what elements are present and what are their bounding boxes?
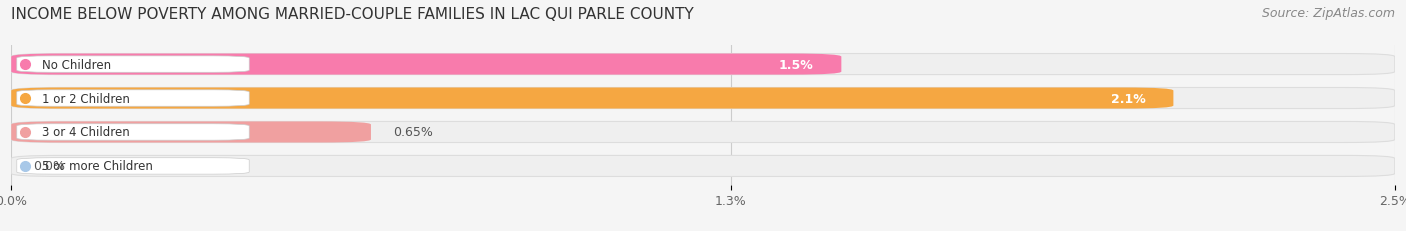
FancyBboxPatch shape — [11, 88, 1395, 109]
Text: 2.1%: 2.1% — [1111, 92, 1146, 105]
Text: INCOME BELOW POVERTY AMONG MARRIED-COUPLE FAMILIES IN LAC QUI PARLE COUNTY: INCOME BELOW POVERTY AMONG MARRIED-COUPL… — [11, 7, 695, 22]
Text: Source: ZipAtlas.com: Source: ZipAtlas.com — [1261, 7, 1395, 20]
FancyBboxPatch shape — [11, 122, 371, 143]
Text: 3 or 4 Children: 3 or 4 Children — [42, 126, 129, 139]
FancyBboxPatch shape — [11, 156, 1395, 177]
FancyBboxPatch shape — [11, 54, 841, 75]
Text: 0.65%: 0.65% — [394, 126, 433, 139]
Text: 5 or more Children: 5 or more Children — [42, 160, 153, 173]
Text: 1.5%: 1.5% — [779, 58, 814, 71]
Text: No Children: No Children — [42, 58, 111, 71]
Text: 1 or 2 Children: 1 or 2 Children — [42, 92, 129, 105]
FancyBboxPatch shape — [17, 90, 249, 107]
FancyBboxPatch shape — [11, 54, 1395, 75]
FancyBboxPatch shape — [17, 124, 249, 141]
FancyBboxPatch shape — [17, 57, 249, 73]
Text: 0.0%: 0.0% — [34, 160, 66, 173]
FancyBboxPatch shape — [11, 88, 1174, 109]
FancyBboxPatch shape — [17, 158, 249, 174]
FancyBboxPatch shape — [11, 122, 1395, 143]
